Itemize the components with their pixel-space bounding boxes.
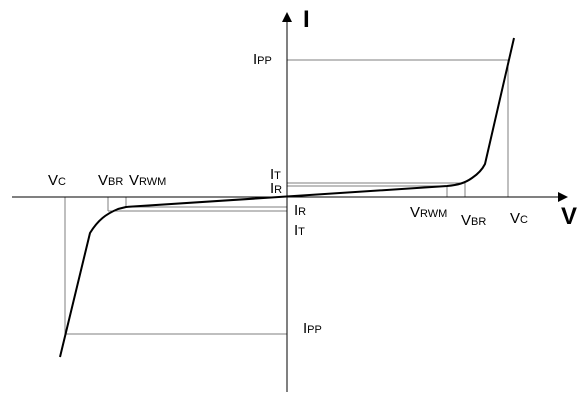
guide-lines — [64, 59, 509, 335]
ipp-bottom-label: IPP — [303, 320, 322, 337]
it-bottom-label: IT — [294, 222, 305, 239]
x-axis-title: V — [561, 203, 577, 230]
vbr-right-label: VBR — [461, 212, 486, 229]
vc-right-label: VC — [510, 210, 528, 227]
y-axis-title: I — [303, 6, 310, 33]
ipp-top-label: IPP — [253, 51, 272, 68]
vrwm-right-label: VRWM — [410, 204, 447, 221]
ir-bottom-label: IR — [294, 202, 306, 219]
vrwm-left-label: VRWM — [129, 172, 166, 189]
ir-top-label: IR — [270, 180, 282, 197]
vbr-left-label: VBR — [98, 172, 123, 189]
vc-left-label: VC — [48, 172, 66, 189]
it-top-label: IT — [270, 166, 281, 183]
iv-curve — [59, 37, 515, 358]
